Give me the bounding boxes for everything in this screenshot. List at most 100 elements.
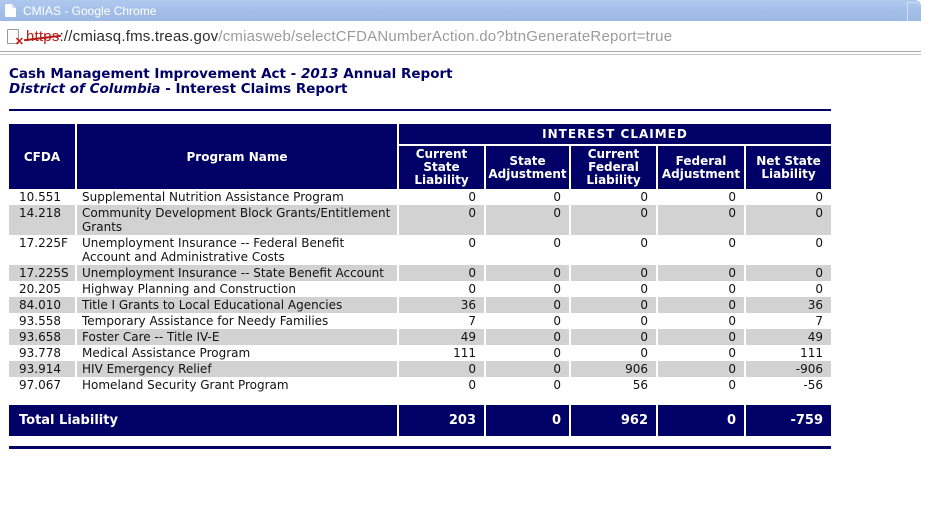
window-titlebar: CMIAS - Google Chrome (0, 0, 921, 22)
program-name-cell: Medical Assistance Program (76, 345, 399, 361)
cfda-cell: 93.558 (9, 313, 77, 329)
report-subtitle-state: District of Columbia (9, 81, 161, 97)
value-cell: 0 (657, 235, 746, 265)
value-cell: 0 (657, 265, 746, 281)
value-cell: 0 (570, 345, 658, 361)
program-column-header: Program Name (76, 124, 399, 189)
titlebar-corner (907, 2, 920, 21)
value-cell: 111 (800, 346, 823, 360)
certificate-error-icon: ✕ (7, 29, 24, 48)
divider-rule-bottom (9, 446, 831, 449)
value-cell: 0 (398, 189, 486, 205)
value-cell: 36 (807, 298, 823, 312)
browser-window: CMIAS - Google Chrome ✕ https://cmiasq.f… (0, 0, 921, 449)
value-cell: 0 (398, 205, 486, 235)
total-value-cell: -759 (744, 405, 831, 436)
program-name-cell: HIV Emergency Relief (76, 361, 399, 377)
value-cell: 0 (485, 345, 571, 361)
cfda-cell: 93.778 (9, 345, 77, 361)
value-cell: 0 (815, 236, 823, 250)
value-cell: 0 (398, 265, 486, 281)
url-text[interactable]: https://cmiasq.fms.treas.gov/cmiasweb/se… (26, 28, 672, 45)
value-cell: 0 (485, 377, 571, 393)
value-cell: 0 (398, 235, 486, 265)
value-cell: 0 (398, 281, 486, 297)
value-cell: 0 (570, 281, 658, 297)
table-row: 14.218 Community Development Block Grants… (9, 205, 831, 235)
value-cell: 0 (570, 329, 658, 345)
column-header: Net State Liability (744, 145, 831, 189)
table-body: 10.551 Supplemental Nutrition Assistance … (9, 189, 831, 393)
report-title-suffix: Annual Report (338, 66, 453, 82)
value-cell: 49 (807, 330, 823, 344)
value-cell: 7 (815, 314, 823, 328)
cfda-cell: 10.551 (9, 189, 77, 205)
value-cell: 0 (815, 266, 823, 280)
value-cell: -56 (803, 378, 823, 392)
report-title-year: 2013 (300, 66, 339, 82)
total-value-cell: 0 (656, 405, 745, 436)
value-cell: 0 (657, 313, 746, 329)
value-cell: 0 (570, 189, 658, 205)
toolbar-divider (0, 52, 921, 55)
page-icon (5, 4, 16, 17)
table-row: 93.778 Medical Assistance Program 111 0 0 0 11… (9, 345, 831, 361)
address-bar[interactable]: ✕ https://cmiasq.fms.treas.gov/cmiasweb/… (0, 22, 921, 52)
program-name-cell: Highway Planning and Construction (76, 281, 399, 297)
value-cell: 0 (657, 189, 746, 205)
table-row: 93.658 Foster Care -- Title IV-E 49 0 0 0 49 (9, 329, 831, 345)
report-title: Cash Management Improvement Act - 2013 A… (9, 67, 921, 82)
window-title: CMIAS - Google Chrome (23, 3, 157, 18)
table-row: 93.558 Temporary Assistance for Needy Fam… (9, 313, 831, 329)
value-cell: 0 (485, 281, 571, 297)
table-row: 93.914 HIV Emergency Relief 0 0 906 0 -906 (9, 361, 831, 377)
report-subtitle: District of Columbia - Interest Claims R… (9, 82, 921, 97)
value-cell: 0 (570, 297, 658, 313)
value-cell: 0 (657, 205, 746, 235)
table-row: 17.225F Unemployment Insurance -- Federal… (9, 235, 831, 265)
cfda-cell: 93.914 (9, 361, 77, 377)
cfda-cell: 17.225S (9, 265, 77, 281)
value-cell: 0 (570, 205, 658, 235)
cfda-cell: 97.067 (9, 377, 77, 393)
value-cell: 0 (570, 235, 658, 265)
total-value-cell: 203 (397, 405, 485, 436)
program-name-cell: Temporary Assistance for Needy Families (76, 313, 399, 329)
total-value-cell: 0 (484, 405, 570, 436)
value-cell: 0 (485, 297, 571, 313)
value-cell: 0 (657, 297, 746, 313)
value-cell: 0 (657, 361, 746, 377)
report-subtitle-suffix: - Interest Claims Report (160, 81, 348, 97)
value-cell: 0 (815, 190, 823, 204)
value-cell: 56 (570, 377, 658, 393)
url-scheme-struck: https (26, 28, 60, 45)
value-cell: 0 (485, 235, 571, 265)
header-row-1: CFDA Program Name INTEREST CLAIMED (9, 124, 831, 189)
value-cell: 0 (570, 265, 658, 281)
total-liability-table: Total Liability 203 0 962 0 -759 (9, 405, 831, 436)
program-name-cell: Community Development Block Grants/Entit… (76, 205, 399, 235)
cfda-cell: 20.205 (9, 281, 77, 297)
program-name-cell: Foster Care -- Title IV-E (76, 329, 399, 345)
sub-header-row: Current State Liability State Adjustment C… (9, 145, 831, 189)
value-cell: 0 (485, 205, 571, 235)
report-title-prefix: Cash Management Improvement Act - (9, 66, 301, 82)
total-row: Total Liability 203 0 962 0 -759 (9, 405, 831, 436)
program-name-cell: Title I Grants to Local Educational Agen… (76, 297, 399, 313)
table-row: 97.067 Homeland Security Grant Program 0 0 5… (9, 377, 831, 393)
interest-claims-table: CFDA Program Name INTEREST CLAIMED Curre… (9, 124, 831, 393)
value-cell: 36 (398, 297, 486, 313)
value-cell: 0 (485, 313, 571, 329)
total-value-cell: 962 (569, 405, 657, 436)
cfda-column-header: CFDA (9, 124, 77, 189)
interest-claimed-group-header: INTEREST CLAIMED (398, 124, 831, 146)
value-cell: 7 (398, 313, 486, 329)
table-row: 10.551 Supplemental Nutrition Assistance … (9, 189, 831, 205)
value-cell: 0 (485, 361, 571, 377)
value-cell: 0 (815, 206, 823, 220)
column-header: Current State Liability (398, 145, 485, 189)
red-x-icon: ✕ (14, 36, 24, 48)
column-header: State Adjustment (484, 145, 570, 189)
cfda-cell: 93.658 (9, 329, 77, 345)
divider-rule-top (9, 109, 831, 111)
